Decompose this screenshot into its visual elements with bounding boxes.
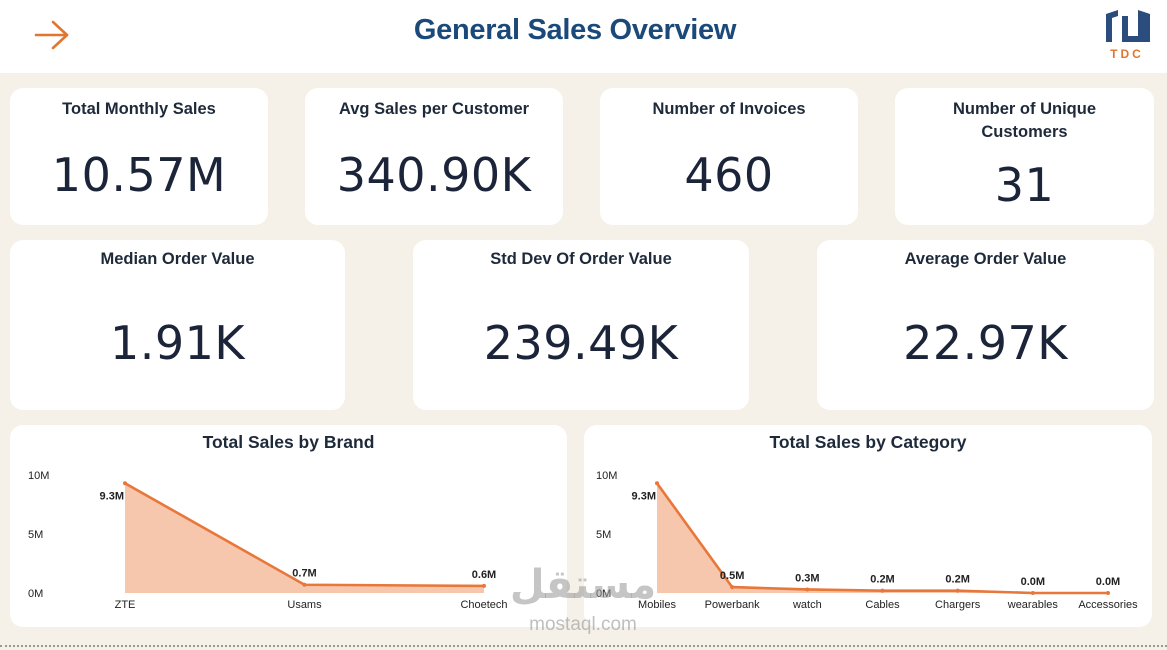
data-point[interactable] [805, 587, 810, 592]
data-point[interactable] [880, 588, 885, 593]
x-category-label: Choetech [460, 599, 507, 611]
chart-card-sales-by-brand: Total Sales by Brand 0M 5M 10M 9.3M ZTE 0.7M U… [10, 425, 567, 627]
x-category-label: watch [792, 599, 822, 611]
data-point[interactable] [302, 582, 307, 587]
kpi-value: 1.91K [109, 316, 246, 370]
data-point[interactable] [1030, 591, 1035, 595]
x-category-label: Usams [287, 599, 322, 611]
kpi-label: Avg Sales per Customer [338, 100, 530, 118]
tdc-logo-icon [1106, 10, 1150, 42]
kpi-label: Number of Unique Customers [953, 100, 1096, 141]
kpi-label: Median Order Value [100, 250, 255, 268]
x-category-label: wearables [1007, 599, 1059, 611]
area-fill [125, 483, 484, 593]
data-point[interactable] [955, 588, 960, 593]
arrow-right-icon[interactable] [34, 19, 70, 51]
y-tick-label: 5M [596, 529, 611, 541]
area-fill [657, 483, 1108, 593]
data-label: 0.2M [945, 574, 969, 586]
kpi-card-number-of-invoices: Number of Invoices 460 [600, 88, 858, 225]
data-label: 9.3M [100, 490, 124, 502]
kpi-value: 10.57M [51, 148, 227, 202]
chart-title: Total Sales by Category [769, 432, 967, 452]
data-label: 0.5M [720, 570, 744, 582]
y-tick-label: 0M [596, 588, 611, 600]
kpi-value: 239.49K [483, 316, 679, 370]
kpi-card-total-monthly-sales: Total Monthly Sales 10.57M [10, 88, 268, 225]
x-category-label: ZTE [115, 599, 136, 611]
data-point[interactable] [730, 585, 735, 590]
kpi-card-average-order-value: Average Order Value 22.97K [817, 240, 1154, 410]
page-title: General Sales Overview [413, 14, 737, 46]
kpi-card-avg-sales-per-customer: Avg Sales per Customer 340.90K [305, 88, 563, 225]
y-tick-label: 10M [596, 470, 617, 482]
data-label: 0.7M [292, 568, 316, 580]
chart-sales-by-category: 0M 5M 10M 9.3M Mobiles 0.5M Powerbank 0.3M watch… [596, 470, 1138, 611]
data-label: 0.2M [870, 574, 894, 586]
kpi-label: Std Dev Of Order Value [490, 250, 672, 268]
data-label: 0.3M [795, 572, 819, 584]
x-category-label: Accessories [1078, 599, 1138, 611]
data-label: 0.0M [1021, 576, 1045, 588]
kpi-value: 22.97K [903, 316, 1068, 370]
data-label: 0.6M [472, 569, 496, 581]
x-category-label: Mobiles [638, 599, 676, 611]
kpi-value: 31 [994, 158, 1055, 212]
kpi-label: Number of Invoices [652, 100, 806, 118]
kpi-value: 460 [684, 148, 774, 202]
logo-text: TDC [1110, 47, 1144, 61]
y-tick-label: 5M [28, 529, 43, 541]
data-point[interactable] [482, 583, 486, 588]
data-label: 0.0M [1096, 576, 1120, 588]
kpi-card-std-dev-order-value: Std Dev Of Order Value 239.49K [413, 240, 749, 410]
kpi-value: 340.90K [336, 148, 532, 202]
x-category-label: Powerbank [705, 599, 761, 611]
kpi-card-unique-customers: Number of Unique Customers 31 [895, 88, 1154, 225]
chart-sales-by-brand: 0M 5M 10M 9.3M ZTE 0.7M Usams 0.6M Choetech [28, 470, 508, 611]
data-point[interactable] [123, 481, 127, 486]
y-tick-label: 0M [28, 588, 43, 600]
data-point[interactable] [655, 481, 659, 486]
chart-title: Total Sales by Brand [202, 432, 375, 452]
y-tick-label: 10M [28, 470, 49, 482]
kpi-label: Average Order Value [904, 250, 1067, 268]
kpi-card-median-order-value: Median Order Value 1.91K [10, 240, 345, 410]
kpi-label: Total Monthly Sales [62, 100, 216, 118]
x-category-label: Cables [865, 599, 900, 611]
chart-card-sales-by-category: Total Sales by Category 0M 5M 10M 9.3M Mobil… [584, 425, 1152, 627]
x-category-label: Chargers [935, 599, 981, 611]
data-label: 9.3M [632, 490, 656, 502]
bottom-divider [0, 645, 1167, 647]
data-point[interactable] [1106, 591, 1110, 595]
header-bar: General Sales Overview TDC [0, 0, 1167, 73]
